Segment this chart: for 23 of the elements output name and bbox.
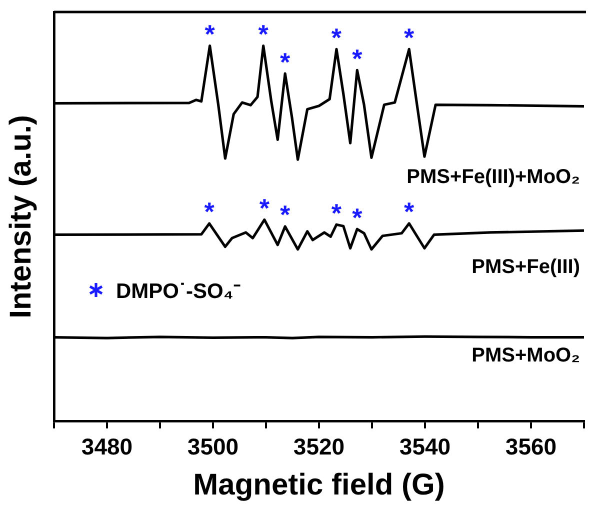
annotation: * <box>258 18 270 49</box>
annotation: * <box>280 46 292 77</box>
annotation: * <box>404 196 416 227</box>
annotation: * <box>404 22 416 52</box>
series-label: PMS+Fe(III) <box>472 256 580 278</box>
annotation: * <box>204 18 216 49</box>
y-axis-title: Intensity (a.u.) <box>4 115 38 318</box>
annotation: * <box>352 43 364 74</box>
x-axis-title: Magnetic field (G) <box>193 468 445 502</box>
annotation: * <box>331 198 342 228</box>
annotation: * <box>280 200 292 230</box>
x-tick-label: 3500 <box>187 434 239 460</box>
x-tick-label: 3560 <box>505 434 557 460</box>
x-tick-label: 3540 <box>399 434 451 460</box>
annotation: * <box>331 22 342 52</box>
annotation: * <box>204 196 216 227</box>
x-tick-label: 3520 <box>293 434 345 460</box>
annotation: DMPO˙-SO₄⁻ <box>116 279 240 304</box>
series-label: PMS+MoO₂ <box>472 344 580 367</box>
annotation: * <box>259 192 270 223</box>
series-label: PMS+Fe(III)+MoO₂ <box>406 166 580 188</box>
x-tick-label: 3480 <box>81 434 133 460</box>
annotation: * <box>352 202 364 232</box>
